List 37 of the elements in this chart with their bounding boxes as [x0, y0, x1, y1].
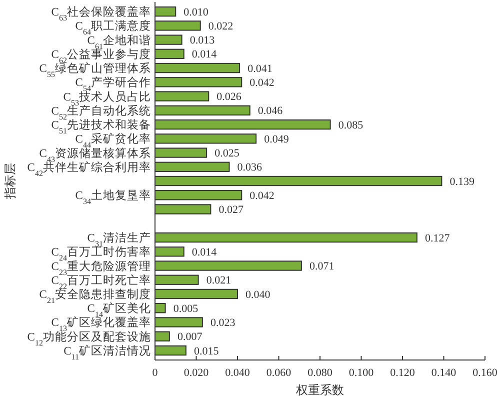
- data-label: 0.014: [192, 48, 218, 61]
- y-tick-label: C$_{11}$矿区清洁情况: [64, 343, 151, 361]
- x-tick-label: 0.140: [431, 367, 457, 379]
- data-label: 0.046: [258, 105, 284, 118]
- data-label: 0.027: [218, 204, 244, 216]
- x-tick-label: 0.060: [266, 367, 292, 379]
- data-label: 0.085: [338, 119, 364, 132]
- data-label: 0.049: [264, 133, 290, 146]
- data-label: 0.127: [424, 232, 450, 244]
- data-label: 0.013: [190, 34, 216, 47]
- data-label: 0.071: [309, 260, 334, 273]
- data-label: 0.021: [206, 274, 232, 287]
- y-tick-label: C$_{34}$土地复垦率: [75, 188, 151, 206]
- data-label: 0.014: [192, 246, 218, 258]
- data-label: 0.025: [214, 148, 240, 160]
- x-tick-label: 0: [152, 367, 158, 379]
- data-label: 0.005: [173, 302, 199, 315]
- data-label: 0.042: [250, 190, 274, 202]
- data-label: 0.007: [177, 331, 203, 344]
- data-label: 0.042: [250, 76, 274, 89]
- x-tick-label: 0.040: [225, 367, 250, 379]
- data-label: 0.010: [184, 6, 209, 18]
- y-axis-title: 指标层: [3, 163, 17, 200]
- data-label: 0.015: [194, 345, 220, 358]
- data-label: 0.023: [210, 317, 236, 330]
- data-label: 0.040: [246, 288, 271, 301]
- x-tick-label: 0.020: [184, 367, 210, 379]
- x-tick-label: 0.100: [348, 367, 374, 379]
- x-tick-label: 0.080: [308, 367, 333, 379]
- data-label: 0.041: [248, 62, 272, 75]
- x-tick-label: 0.120: [390, 367, 416, 379]
- x-tick-label: 0.160: [472, 367, 497, 379]
- x-axis-title: 权重系数: [295, 383, 344, 397]
- data-label: 0.022: [208, 20, 234, 33]
- data-label: 0.026: [216, 91, 242, 104]
- data-label: 0.139: [450, 176, 475, 188]
- data-label: 0.036: [237, 162, 262, 174]
